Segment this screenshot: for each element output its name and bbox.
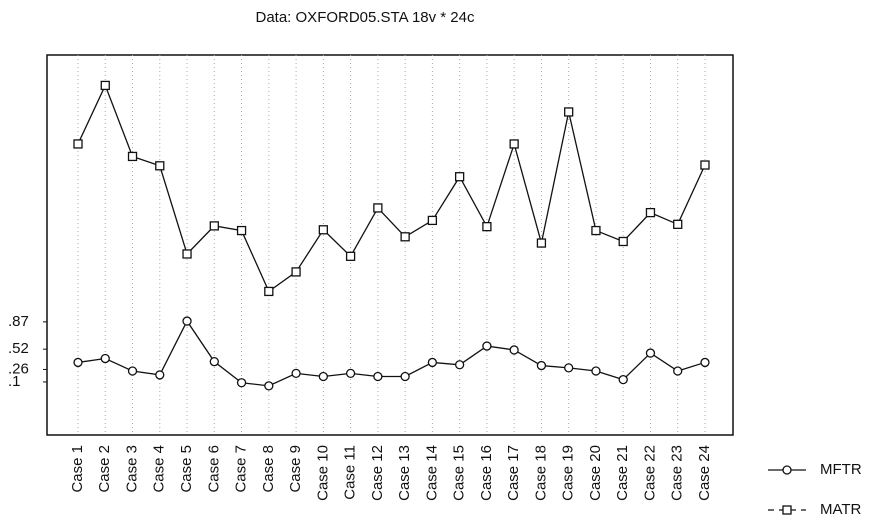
point bbox=[618, 236, 628, 247]
point bbox=[291, 267, 301, 277]
point bbox=[482, 341, 492, 351]
y-tick-label: .52 bbox=[8, 340, 29, 357]
point bbox=[155, 161, 165, 171]
series-line bbox=[77, 319, 706, 387]
point bbox=[564, 107, 574, 117]
point bbox=[509, 345, 519, 355]
point bbox=[591, 225, 601, 236]
y-tick-label: .1 bbox=[8, 373, 21, 390]
point bbox=[454, 172, 465, 182]
x-tick-label: Case 11 bbox=[342, 445, 359, 500]
point bbox=[673, 219, 683, 229]
point bbox=[264, 286, 274, 297]
point bbox=[427, 215, 438, 226]
x-tick-label: Case 20 bbox=[587, 445, 604, 501]
x-tick-label: Case 19 bbox=[560, 445, 577, 501]
point bbox=[700, 357, 710, 368]
point bbox=[209, 357, 219, 367]
chart-title: Data: OXFORD05.STA 18v * 24c bbox=[256, 9, 475, 26]
point bbox=[400, 232, 410, 242]
x-tick-label: Case 9 bbox=[287, 445, 304, 493]
point bbox=[345, 368, 356, 379]
x-tick-label: Case 14 bbox=[423, 445, 440, 501]
point bbox=[645, 207, 656, 218]
point bbox=[100, 353, 110, 364]
legend-label: MATR bbox=[820, 501, 862, 518]
point bbox=[318, 371, 328, 382]
x-tick-label: Case 5 bbox=[178, 445, 195, 493]
x-tick-label: Case 15 bbox=[451, 445, 468, 501]
x-tick-label: Case 17 bbox=[505, 445, 522, 501]
point bbox=[209, 221, 219, 231]
point bbox=[127, 366, 138, 376]
point bbox=[182, 249, 192, 259]
point bbox=[482, 222, 492, 232]
point bbox=[591, 366, 601, 376]
point bbox=[673, 366, 683, 376]
point bbox=[618, 374, 628, 385]
point bbox=[318, 225, 328, 235]
x-tick-label: Case 4 bbox=[151, 445, 168, 493]
point bbox=[645, 348, 656, 358]
x-tick-label: Case 16 bbox=[478, 445, 495, 501]
point bbox=[427, 357, 438, 368]
x-tick-label: Case 3 bbox=[123, 445, 140, 493]
legend-marker bbox=[782, 505, 792, 515]
x-tick-label: Case 2 bbox=[96, 445, 113, 493]
y-tick-label: .87 bbox=[8, 313, 29, 330]
x-tick-label: Case 10 bbox=[314, 445, 331, 501]
point bbox=[264, 381, 274, 391]
plot-frame bbox=[46, 54, 734, 436]
point bbox=[236, 378, 247, 388]
point bbox=[127, 151, 138, 162]
point bbox=[536, 238, 547, 248]
x-tick-label: Case 21 bbox=[614, 445, 631, 501]
point bbox=[236, 225, 247, 236]
x-tick-label: Case 18 bbox=[532, 445, 549, 501]
point bbox=[345, 251, 356, 261]
x-tick-label: Case 13 bbox=[396, 445, 413, 501]
point bbox=[509, 139, 519, 149]
point bbox=[291, 368, 301, 379]
point bbox=[536, 360, 547, 371]
x-tick-label: Case 7 bbox=[233, 445, 250, 493]
x-tick-label: Case 1 bbox=[69, 445, 86, 493]
point bbox=[564, 363, 574, 373]
point bbox=[73, 357, 83, 368]
legend-label: MFTR bbox=[820, 461, 862, 478]
point bbox=[182, 316, 192, 326]
point bbox=[373, 203, 383, 213]
x-tick-label: Case 23 bbox=[669, 445, 686, 501]
x-tick-label: Case 8 bbox=[260, 445, 277, 493]
point bbox=[100, 80, 110, 91]
point bbox=[73, 139, 83, 149]
point bbox=[373, 371, 383, 382]
legend-marker bbox=[782, 465, 792, 475]
point bbox=[400, 371, 410, 382]
point bbox=[700, 160, 710, 170]
y-tick-label: .26 bbox=[8, 360, 29, 377]
point bbox=[155, 370, 165, 380]
x-tick-label: Case 24 bbox=[696, 445, 713, 501]
point bbox=[454, 360, 465, 370]
x-tick-label: Case 22 bbox=[641, 445, 658, 501]
x-tick-label: Case 12 bbox=[369, 445, 386, 501]
x-tick-label: Case 6 bbox=[205, 445, 222, 493]
series-line bbox=[77, 83, 706, 293]
